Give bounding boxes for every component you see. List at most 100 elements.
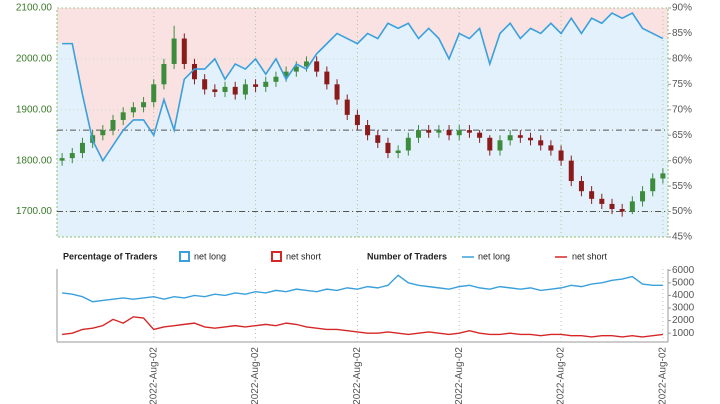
candle-body (609, 203, 615, 210)
net-long-line (62, 12, 664, 163)
net-long-area (57, 13, 668, 238)
candle-body (222, 86, 228, 92)
candle-body (263, 81, 269, 87)
candle-body (589, 191, 595, 199)
candle-body (629, 201, 635, 212)
y2-tick-label: 50% (672, 206, 692, 217)
candle-body (405, 137, 411, 151)
y-tick-label: 4000 (672, 290, 695, 301)
candle-body (314, 61, 320, 72)
y-tick-label: 2000.00 (16, 54, 53, 65)
candle-body (344, 99, 350, 115)
candle-body (171, 38, 177, 64)
candle-body (375, 135, 381, 143)
candle-body (212, 89, 218, 92)
y-tick-label: 6000 (672, 265, 695, 276)
series-line (62, 274, 663, 303)
candle-body (558, 150, 564, 161)
y2-tick-label: 65% (672, 130, 692, 141)
candle-body (242, 84, 248, 95)
candle-body (130, 107, 136, 113)
candle-body (324, 71, 330, 85)
candle-body (385, 142, 391, 154)
candle-body (59, 158, 65, 161)
candle-body (538, 140, 544, 146)
y2-tick-label: 90% (672, 3, 692, 14)
x-tick-label: 2022-Aug-02 (148, 347, 159, 404)
legend-label: net long (478, 251, 510, 261)
y2-tick-label: 45% (672, 232, 692, 243)
candle-body (334, 84, 340, 100)
candle-body (273, 76, 279, 82)
y-tick-label: 1900.00 (16, 104, 53, 115)
y2-tick-label: 85% (672, 28, 692, 39)
y2-tick-label: 70% (672, 104, 692, 115)
legend-title: Percentage of Traders (63, 251, 158, 261)
candle-body (660, 173, 666, 179)
candle-body (79, 142, 85, 154)
y2-tick-label: 55% (672, 181, 692, 192)
candle-body (426, 130, 432, 133)
y-tick-label: 2000 (672, 315, 695, 326)
candle-body (477, 132, 483, 138)
candle-body (528, 137, 534, 141)
x-tick-label: 2022-Aug-02 (352, 347, 363, 404)
y-tick-label: 1800.00 (16, 155, 53, 166)
y2-tick-label: 60% (672, 155, 692, 166)
candle-body (253, 84, 259, 87)
legend-label: net short (572, 251, 608, 261)
y-tick-label: 3000 (672, 303, 695, 314)
candle-body (548, 145, 554, 151)
x-tick-label: 2022-Aug-02 (454, 347, 465, 404)
candle-body (599, 198, 605, 204)
y-tick-label: 1000 (672, 328, 695, 339)
plot-frame (56, 7, 669, 238)
y-tick-label: 5000 (672, 277, 695, 288)
x-tick-label: 2022-Aug-02 (250, 347, 261, 404)
background-layer (57, 8, 668, 238)
candle-body (395, 150, 401, 154)
candle-body (202, 79, 208, 90)
candle-body (619, 209, 625, 212)
candle-body (100, 130, 106, 136)
y2-tick-label: 80% (672, 54, 692, 65)
candle-body (650, 178, 656, 192)
candle-body (120, 112, 126, 120)
candle-body (507, 135, 513, 141)
net-short-area (57, 8, 668, 161)
candle-body (232, 86, 238, 95)
candle-body (141, 102, 147, 108)
candle-body (436, 130, 442, 133)
candle-body (365, 125, 371, 136)
candle-body (487, 137, 493, 151)
candle-body (191, 63, 197, 80)
candle-body (151, 84, 157, 103)
candle-body (568, 160, 574, 182)
candle-body (466, 130, 472, 133)
y-tick-label: 1700.00 (16, 206, 53, 217)
candle-body (69, 153, 75, 159)
candle-body (161, 63, 167, 85)
candle-body (446, 130, 452, 136)
candle-body (517, 135, 523, 138)
candle-body (283, 71, 289, 77)
legend-label: net long (194, 251, 226, 261)
candle-body (110, 119, 116, 131)
x-tick-label: 2022-Aug-02 (658, 347, 669, 404)
candle-body (293, 66, 299, 72)
candle-body (416, 130, 422, 138)
candle-body (354, 114, 360, 126)
candle-body (497, 140, 503, 151)
candle-body (640, 191, 646, 202)
y-tick-label: 2100.00 (16, 3, 53, 14)
series-line (62, 316, 663, 338)
y2-tick-label: 75% (672, 79, 692, 90)
legend-label: net short (286, 251, 322, 261)
candle-body (181, 38, 187, 64)
legend-swatch (179, 251, 190, 262)
legend-swatch (271, 251, 282, 262)
legend-title: Number of Traders (367, 251, 447, 261)
candle-body (578, 181, 584, 192)
candle-body (303, 61, 309, 67)
